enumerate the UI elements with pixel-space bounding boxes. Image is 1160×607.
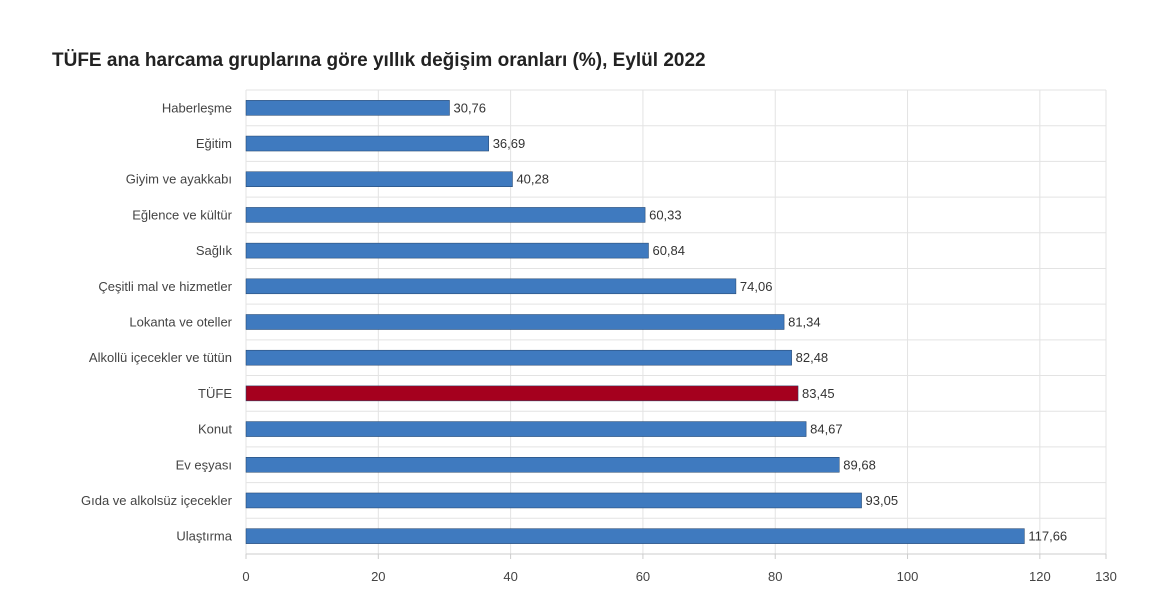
bar-10 <box>245 457 840 473</box>
value-label-0: 30,76 <box>453 100 486 115</box>
x-tick-label-3: 60 <box>636 569 650 584</box>
category-label-5: Çeşitli mal ve hizmetler <box>98 279 232 294</box>
bar-12 <box>245 528 1025 544</box>
bar-9 <box>245 421 807 437</box>
category-label-0: Haberleşme <box>162 100 232 115</box>
value-label-6: 81,34 <box>788 315 821 330</box>
bar-11 <box>245 492 862 509</box>
category-label-7: Alkollü içecekler ve tütün <box>89 350 232 365</box>
x-tick-label-1: 20 <box>371 569 385 584</box>
bars <box>245 100 1025 544</box>
x-tick-label-7: 130 <box>1095 569 1117 584</box>
value-label-9: 84,67 <box>810 422 843 437</box>
bar-6 <box>245 314 785 330</box>
value-label-8: 83,45 <box>802 386 835 401</box>
chart-title: TÜFE ana harcama gruplarına göre yıllık … <box>52 50 706 71</box>
bar-3 <box>245 207 646 223</box>
category-labels: Haberleşme Eğitim Giyim ve ayakkabı Eğlence… <box>81 100 233 543</box>
bar-4 <box>245 242 649 259</box>
category-label-11: Gıda ve alkolsüz içecekler <box>81 493 233 508</box>
category-label-12: Ulaştırma <box>176 529 232 544</box>
value-labels: 30,76 36,69 40,28 60,33 60,84 74,06 81,34 82,48… <box>453 100 1067 543</box>
value-label-3: 60,33 <box>649 207 682 222</box>
value-label-1: 36,69 <box>493 136 526 151</box>
x-tick-label-5: 100 <box>897 569 919 584</box>
category-label-8: TÜFE <box>198 386 232 401</box>
category-label-9: Konut <box>198 422 232 437</box>
value-label-7: 82,48 <box>796 350 829 365</box>
category-label-6: Lokanta ve oteller <box>129 315 232 330</box>
category-label-10: Ev eşyası <box>176 457 232 472</box>
bar-5 <box>245 278 737 295</box>
bar-2 <box>245 171 513 187</box>
bar-0 <box>245 100 450 116</box>
x-axis-ticks: 0 20 40 60 80 100 120 130 <box>242 553 1117 584</box>
bar-8 <box>245 385 799 402</box>
value-label-12: 117,66 <box>1028 529 1067 544</box>
category-label-3: Eğlence ve kültür <box>132 207 232 222</box>
category-label-4: Sağlık <box>196 243 233 258</box>
bar-7 <box>245 349 792 366</box>
value-label-5: 74,06 <box>740 279 773 294</box>
x-tick-label-6: 120 <box>1029 569 1051 584</box>
x-tick-label-0: 0 <box>242 569 249 584</box>
category-label-1: Eğitim <box>196 136 232 151</box>
value-label-2: 40,28 <box>516 172 549 187</box>
x-tick-label-2: 40 <box>503 569 517 584</box>
bar-1 <box>245 135 489 152</box>
x-tick-label-4: 80 <box>768 569 782 584</box>
value-label-11: 93,05 <box>866 493 899 508</box>
value-label-10: 89,68 <box>843 457 876 472</box>
category-label-2: Giyim ve ayakkabı <box>126 172 232 187</box>
value-label-4: 60,84 <box>652 243 685 258</box>
